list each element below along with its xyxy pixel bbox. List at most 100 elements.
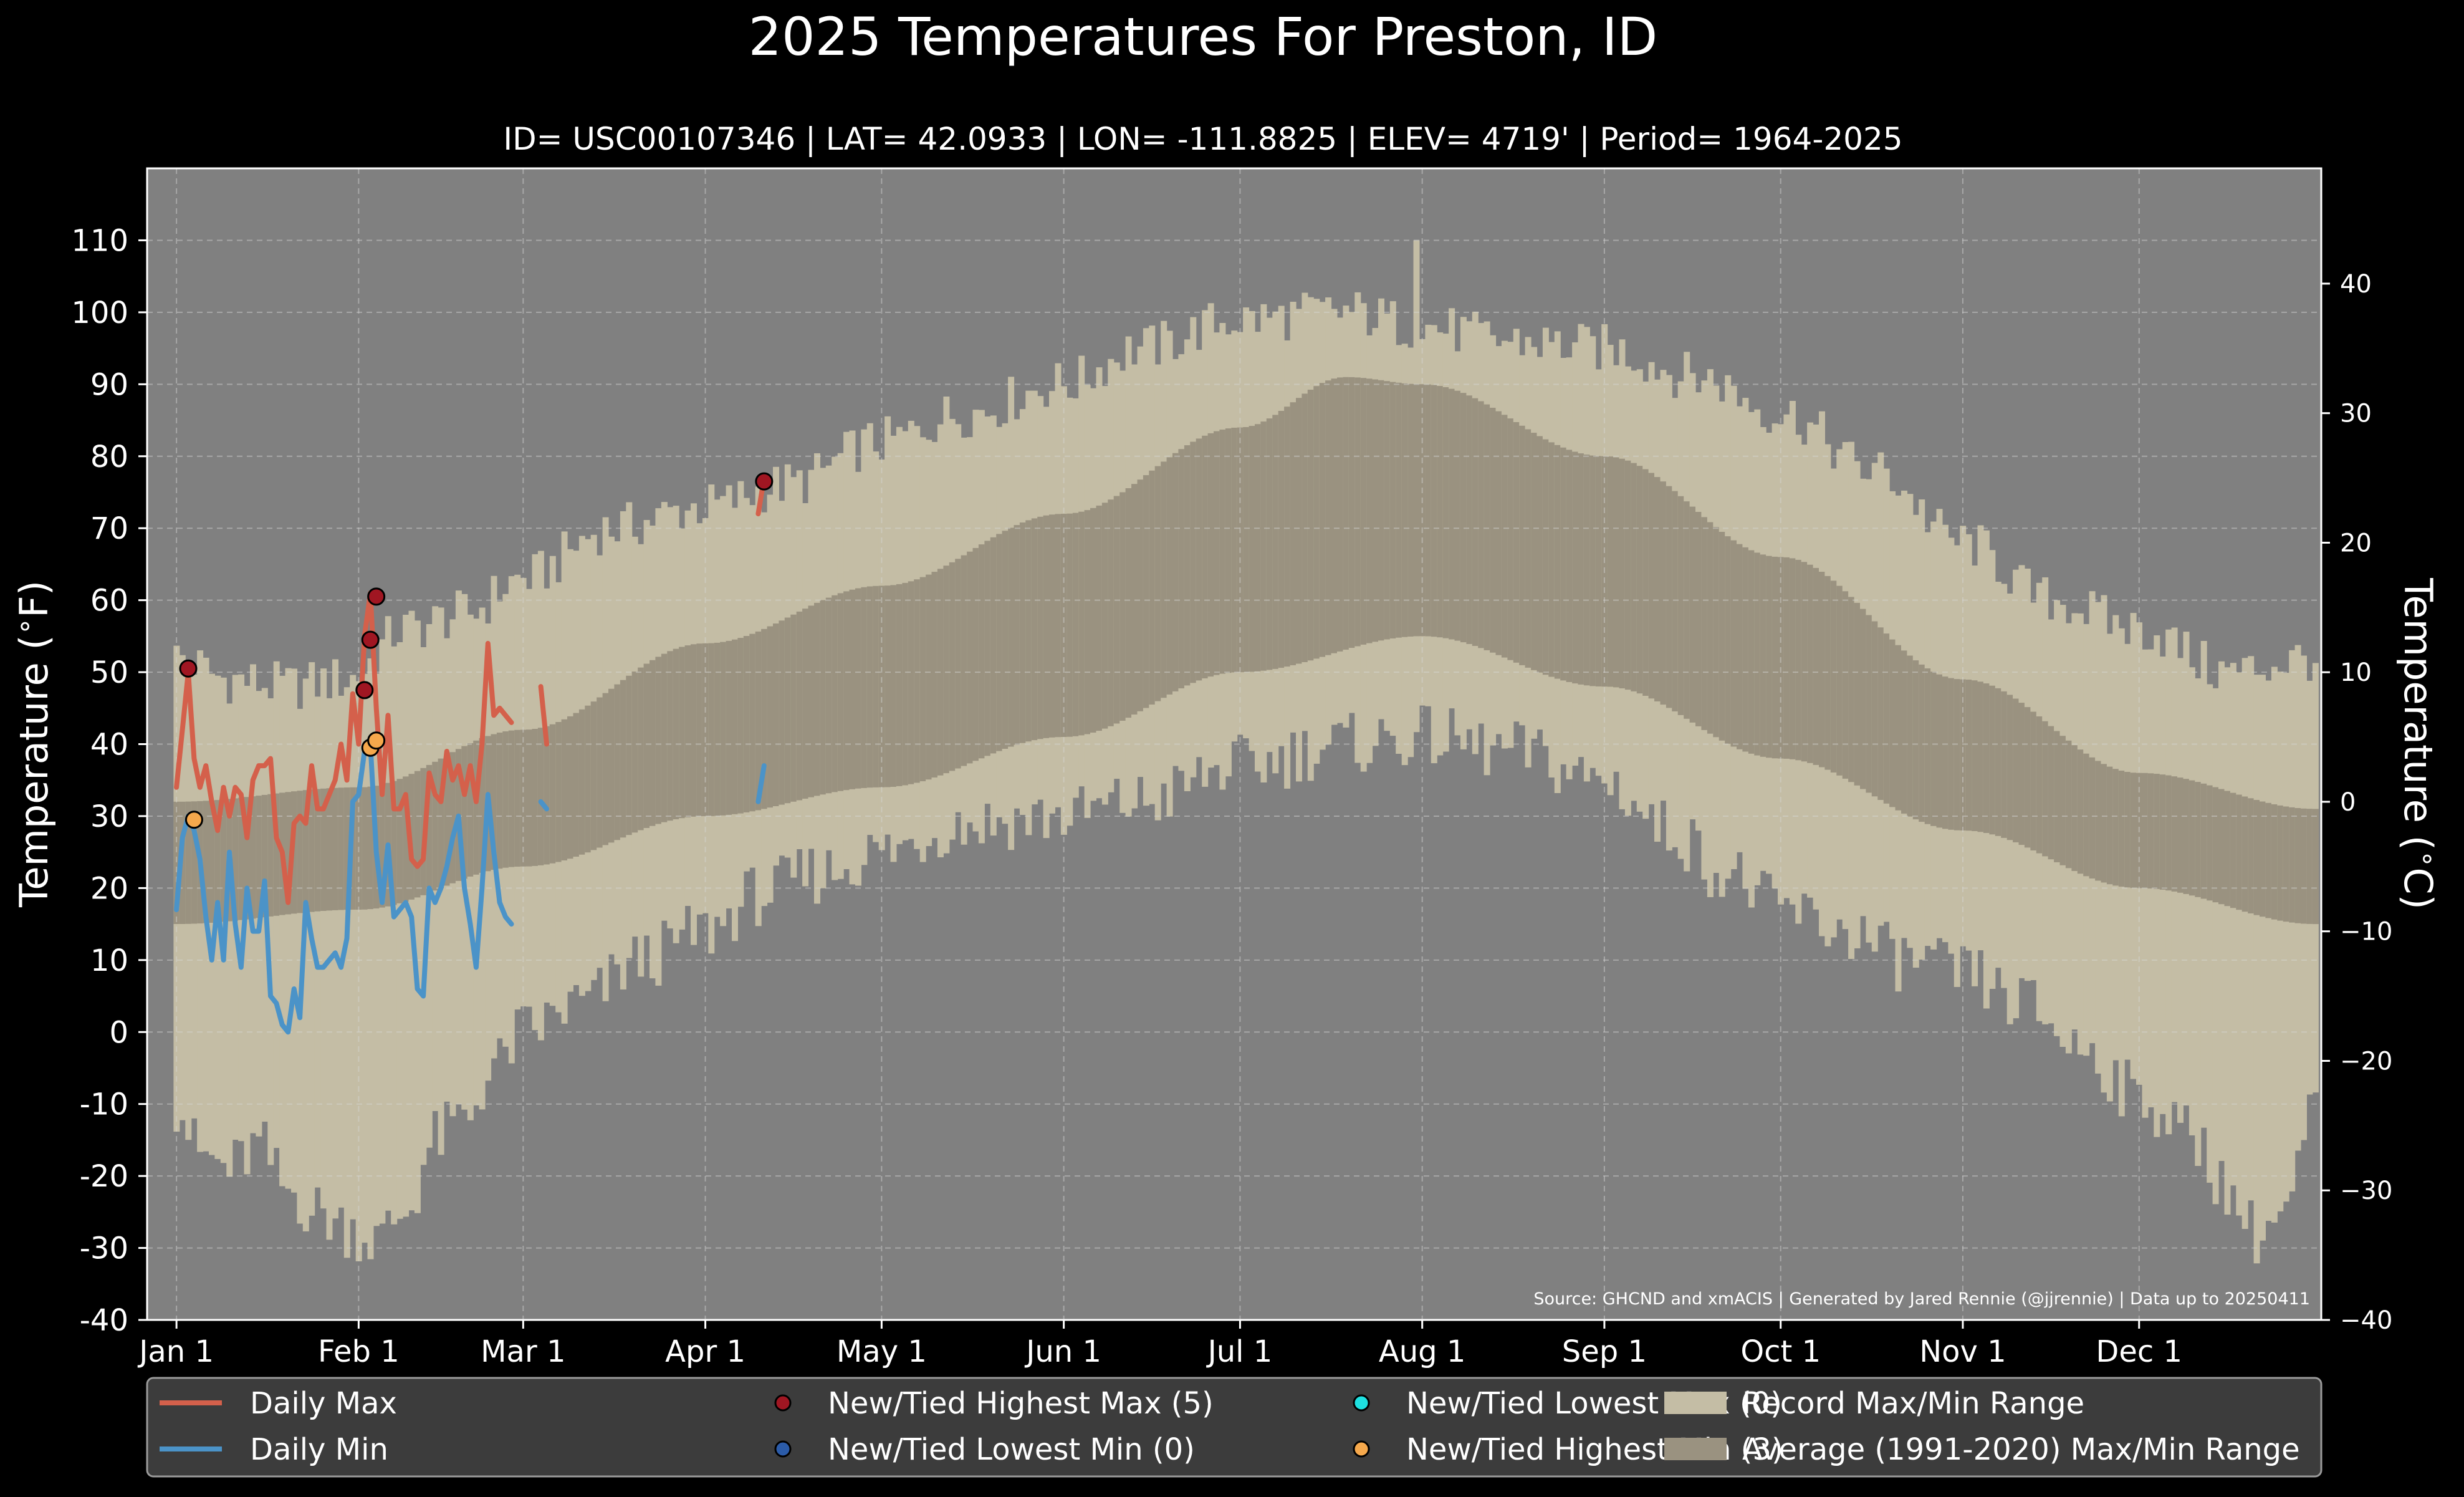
average-range-bar xyxy=(2265,802,2272,918)
average-range-bar xyxy=(1725,536,1732,744)
record-range-bar xyxy=(408,610,415,1211)
legend-marker-swatch xyxy=(1353,1394,1370,1412)
average-range-bar xyxy=(1266,418,1273,670)
average-range-bar xyxy=(1654,477,1661,701)
average-range-bar xyxy=(779,620,785,805)
left-y-tick-label: 70 xyxy=(90,511,128,546)
average-range-bar xyxy=(1072,513,1079,736)
average-range-bar xyxy=(790,614,797,802)
average-range-bar xyxy=(1442,387,1449,638)
right-y-tick-label: 10 xyxy=(2340,658,2372,687)
average-range-bar xyxy=(1296,398,1302,664)
left-y-axis: -40 -30 -20 -10 0 10 20 30 40 50 60 70 80 90 100 110 xyxy=(71,223,147,1338)
average-range-bar xyxy=(1354,377,1361,647)
average-range-bar xyxy=(1813,567,1819,765)
average-range-bar xyxy=(1101,503,1108,729)
average-range-bar xyxy=(2188,780,2195,896)
average-range-bar xyxy=(520,729,527,867)
average-range-bar xyxy=(1143,475,1149,708)
average-range-bar xyxy=(1583,455,1590,686)
average-range-bar xyxy=(2200,783,2207,899)
x-tick-label: Dec 1 xyxy=(2096,1334,2182,1369)
source-note: Source: GHCND and xmACIS | Generated by … xyxy=(1533,1289,2310,1309)
average-range-bar xyxy=(673,648,679,819)
average-range-bar xyxy=(2095,761,2102,881)
left-y-tick-label: 100 xyxy=(71,296,128,330)
average-range-bar xyxy=(2112,769,2119,886)
average-range-bar xyxy=(537,728,544,865)
average-range-bar xyxy=(2289,807,2296,923)
average-range-bar xyxy=(1795,559,1802,761)
average-range-bar xyxy=(1525,429,1532,668)
average-range-bar xyxy=(573,713,580,857)
average-range-bar xyxy=(338,787,345,910)
average-range-bar xyxy=(1542,439,1549,675)
chart-title: 2025 Temperatures For Preston, ID xyxy=(749,6,1658,67)
average-range-bar xyxy=(250,796,256,919)
average-range-bar xyxy=(1953,679,1960,830)
average-range-bar xyxy=(1883,633,1890,804)
average-range-bar xyxy=(2130,773,2137,888)
daily-min-line xyxy=(755,763,767,804)
legend-label: Record Max/Min Range xyxy=(1742,1386,2084,1421)
average-range-bar xyxy=(1407,383,1414,637)
average-range-bar xyxy=(931,572,938,777)
average-range-bar xyxy=(784,617,791,804)
record-range-bar xyxy=(414,620,421,1213)
average-range-bar xyxy=(1055,514,1062,738)
average-range-bar xyxy=(2195,782,2202,897)
average-range-bar xyxy=(2312,809,2319,925)
average-range-bar xyxy=(1313,386,1320,659)
average-range-bar xyxy=(326,788,333,911)
legend-marker-swatch xyxy=(774,1440,792,1458)
average-range-bar xyxy=(1484,404,1490,650)
average-range-bar xyxy=(2224,791,2231,907)
average-range-bar xyxy=(1501,415,1508,658)
record-range-bar xyxy=(338,695,345,1208)
average-range-bar xyxy=(479,738,486,873)
record-range-bar xyxy=(2248,656,2255,1201)
average-range-bar xyxy=(1078,511,1085,736)
left-axis-label-unit: F) xyxy=(11,580,57,618)
left-y-tick-label: 50 xyxy=(90,655,128,690)
average-range-bar xyxy=(943,566,950,774)
average-range-bar xyxy=(1830,580,1837,773)
average-range-bar xyxy=(1965,680,1972,831)
right-y-axis: −40 −30 −20 −10 0 10 20 30 40 xyxy=(2321,270,2392,1335)
average-range-bar xyxy=(1166,457,1173,695)
average-range-bar xyxy=(2077,749,2084,874)
average-range-bar xyxy=(2154,774,2160,889)
average-range-bar xyxy=(696,643,703,817)
average-range-bar xyxy=(837,593,844,791)
average-range-bar xyxy=(679,647,686,819)
average-range-bar xyxy=(1319,383,1326,657)
legend: Daily Max New/Tied Highest Max (5) New/Tie… xyxy=(146,1377,2323,1478)
legend-patch-swatch xyxy=(1664,1438,1727,1460)
average-range-bar xyxy=(1801,562,1808,762)
average-range-bar xyxy=(1060,514,1067,737)
average-range-bar xyxy=(2101,764,2107,883)
average-range-bar xyxy=(1049,514,1055,738)
x-tick-label: Feb 1 xyxy=(318,1334,400,1369)
average-range-bar xyxy=(2283,806,2289,922)
highest-max-marker xyxy=(367,587,386,606)
average-range-bar xyxy=(2212,787,2219,903)
average-range-bar xyxy=(1701,517,1708,730)
average-range-bar xyxy=(302,790,309,913)
average-range-bar xyxy=(1008,527,1015,747)
left-y-tick-label: 90 xyxy=(90,367,128,402)
average-range-bar xyxy=(1707,522,1714,734)
average-range-bar xyxy=(1284,407,1291,667)
average-range-bar xyxy=(926,574,932,780)
average-range-bar xyxy=(214,800,221,923)
average-range-bar xyxy=(2054,731,2061,862)
average-range-bar xyxy=(2013,698,2020,842)
highest-max-marker xyxy=(355,681,374,700)
average-range-bar xyxy=(449,752,456,883)
average-range-bar xyxy=(2183,779,2190,894)
average-range-bar xyxy=(403,776,410,902)
average-range-bar xyxy=(1677,496,1684,715)
average-range-bar xyxy=(767,626,774,808)
x-axis: Jan 1 Feb 1 Mar 1 Apr 1 May 1 Jun 1 Jul 1 Aug 1… xyxy=(137,1320,2182,1369)
